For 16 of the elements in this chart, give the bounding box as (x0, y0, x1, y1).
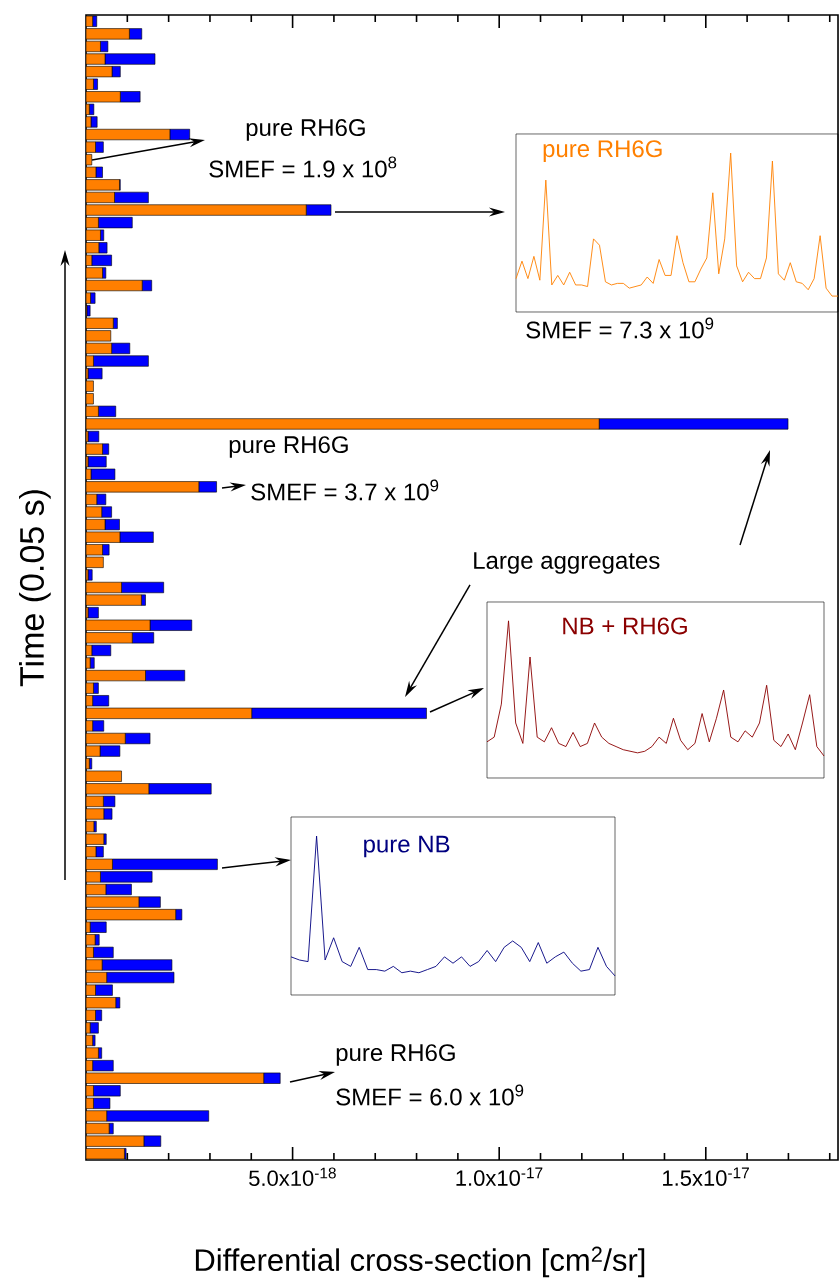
annotation: pure RH6G (229, 436, 348, 458)
annotation: SMEF = 6.0 x 10$^{9}$ (336, 1084, 524, 1106)
x-tick-label: 5.0x10$^{-18}$ (249, 1167, 336, 1187)
annotation: SMEF = 7.3 x 10$^{9}$ (526, 317, 714, 339)
x-axis-title: Differential cross-section [cm$^{2}$/sr] (195, 1246, 645, 1278)
annotation: SMEF = 1.9 x 10$^{8}$ (209, 156, 397, 178)
x-tick-label: 1.5x10$^{-17}$ (663, 1167, 749, 1186)
annotation: pure RH6G (336, 1044, 455, 1066)
chart-title: pure NB (364, 835, 450, 858)
annotation: pure RH6G (246, 119, 365, 141)
x-tick-label: 1.0x10$^{-17}$ (456, 1167, 543, 1186)
y-axis-title: Time (0.05 s) (19, 490, 51, 687)
chart-title: NB + RH6G (563, 617, 687, 635)
annotation: Large aggregates (474, 552, 660, 574)
chart-title: pure RH6G (543, 140, 662, 162)
annotation: SMEF = 3.7 x 10$^{9}$ (251, 479, 439, 501)
